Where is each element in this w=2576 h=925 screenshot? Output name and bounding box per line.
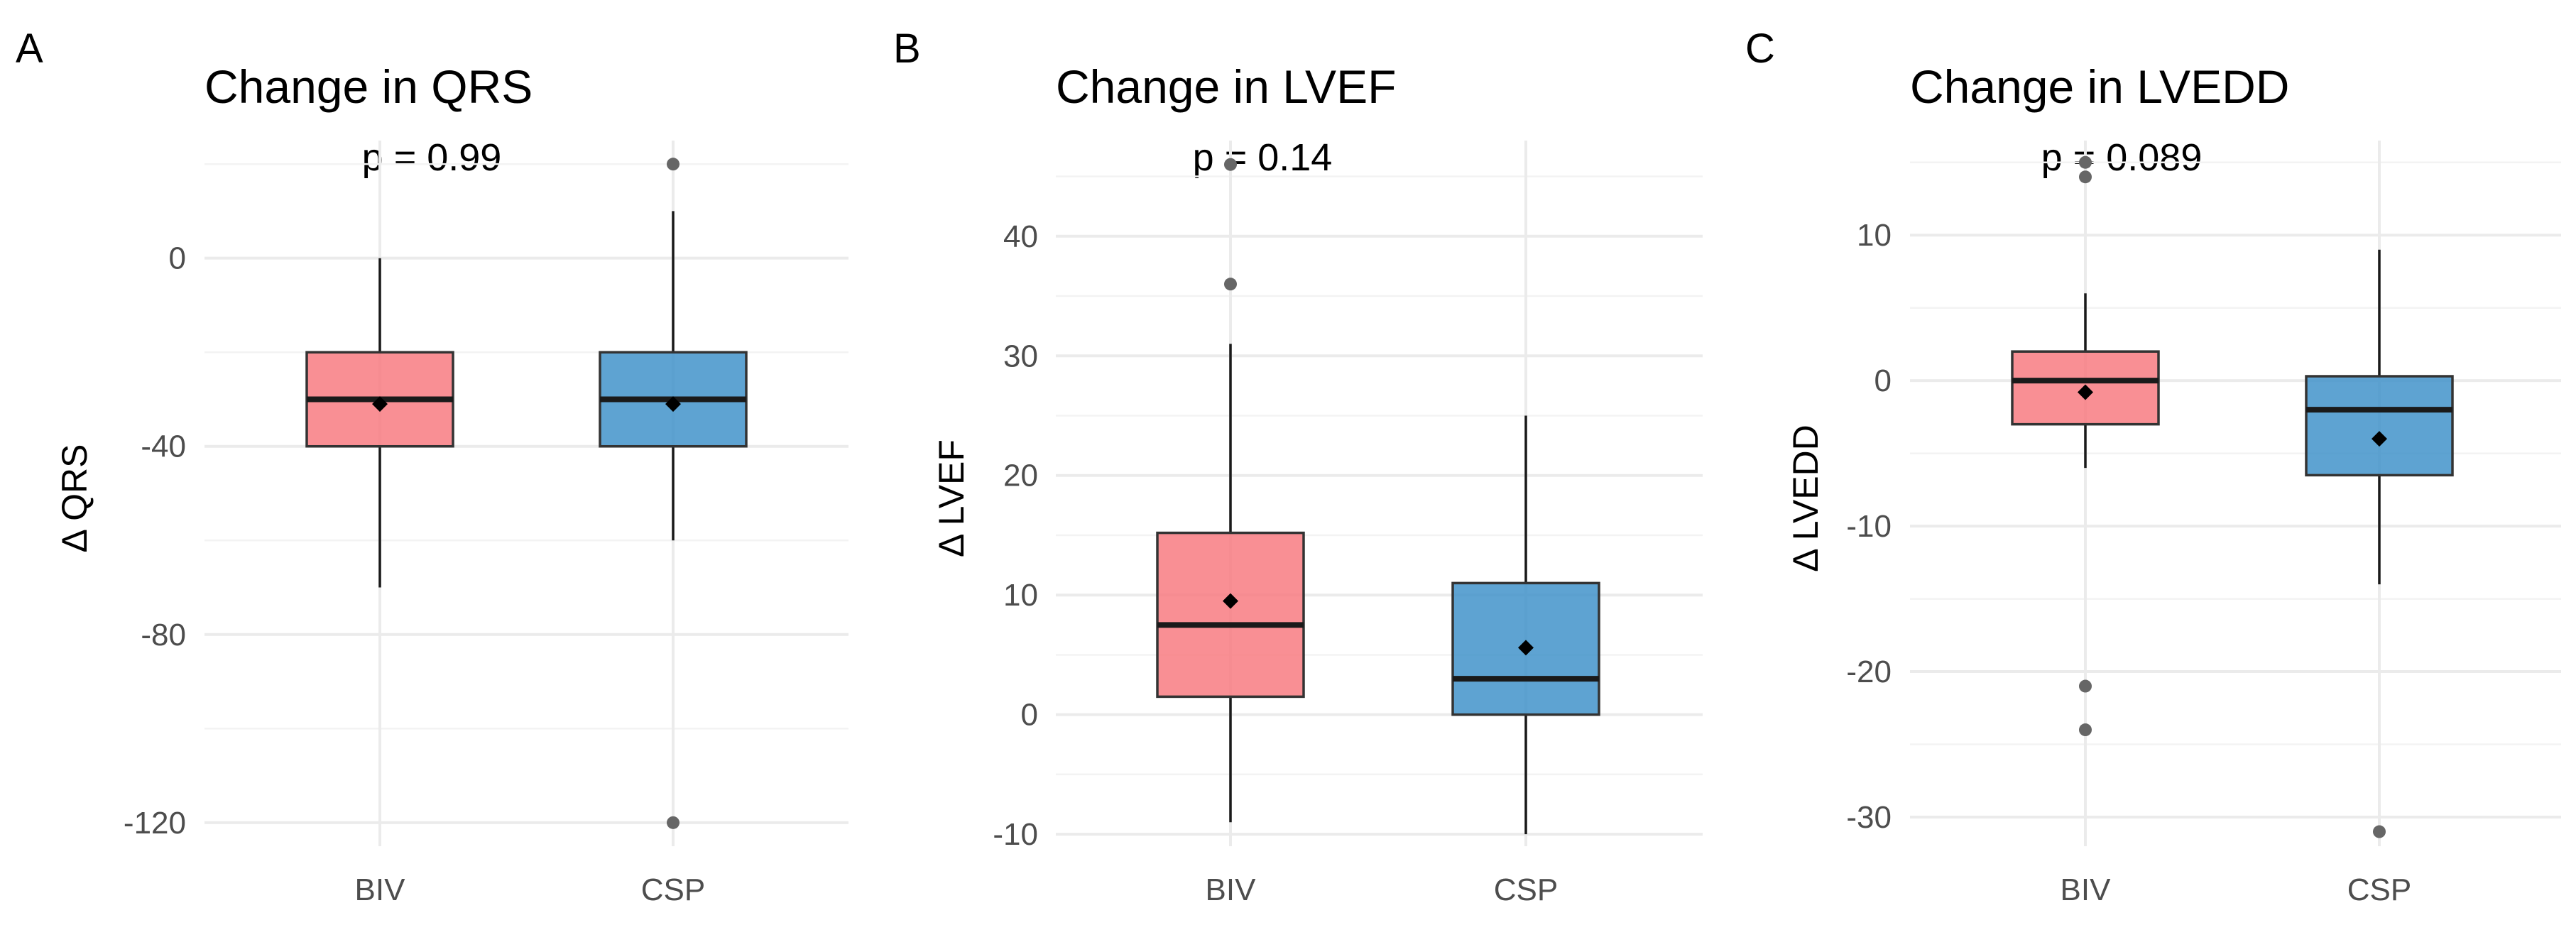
- biv-mean-marker: [372, 396, 388, 412]
- csp-mean-marker: [2372, 431, 2387, 447]
- csp-mean-marker: [665, 396, 681, 412]
- csp-outlier-point: [667, 158, 680, 171]
- csp-box: [2305, 375, 2454, 477]
- x-tick-label: CSP: [641, 872, 705, 907]
- x-tick-label: BIV: [355, 872, 406, 907]
- panel-c-plot-area: 10 0 -10 -20 -30 BIV CSP: [1846, 141, 2561, 907]
- panel-a-letter: A: [16, 26, 43, 72]
- y-tick-label: -40: [141, 429, 186, 464]
- panel-b: B Change in LVEF p = 0.14 Δ LVEF 40 30 20 1…: [893, 26, 1703, 907]
- y-tick-label: -10: [1846, 509, 1892, 544]
- y-tick-label: -10: [993, 817, 1038, 852]
- panel-a-y-axis-label: Δ QRS: [55, 444, 94, 553]
- panel-c-p-value: p = 0.089: [2041, 136, 2203, 179]
- panel-b-title: Change in LVEF: [1056, 60, 1396, 113]
- biv-outlier-point: [2079, 170, 2092, 184]
- y-tick-label: 10: [1857, 218, 1892, 253]
- panel-c: C Change in LVEDD p = 0.089 Δ LVEDD 10 0 -…: [1745, 26, 2561, 907]
- x-tick-label: BIV: [2061, 872, 2112, 907]
- y-tick-label: 40: [1003, 219, 1038, 254]
- y-tick-label: 0: [1021, 698, 1038, 733]
- panel-b-plot-area: 40 30 20 10 0 -10 BIV CSP: [993, 141, 1703, 907]
- x-tick-label: CSP: [1494, 872, 1558, 907]
- panel-a-plot-area: 0 -40 -80 -120 BIV CSP: [124, 141, 848, 907]
- y-tick-label: 0: [169, 241, 186, 276]
- csp-mean-marker: [1518, 640, 1534, 656]
- y-tick-label: -120: [124, 806, 186, 841]
- biv-mean-marker: [1223, 593, 1238, 609]
- panel-a-p-value: p = 0.99: [362, 136, 502, 179]
- csp-outlier-point: [667, 816, 680, 829]
- biv-mean-marker: [2078, 384, 2093, 400]
- y-tick-label: 0: [1874, 363, 1892, 398]
- panel-a: A Change in QRS p = 0.99 Δ QRS 0 -40 -80 -1…: [16, 26, 848, 907]
- x-tick-label: BIV: [1206, 872, 1257, 907]
- panel-b-p-value: p = 0.14: [1193, 136, 1333, 179]
- y-tick-label: 10: [1003, 578, 1038, 613]
- biv-box: [1156, 531, 1305, 699]
- y-tick-label: -20: [1846, 655, 1892, 689]
- biv-outlier-point: [1224, 158, 1237, 171]
- panel-c-letter: C: [1745, 26, 1775, 72]
- biv-outlier-point: [2079, 155, 2092, 169]
- panel-c-y-axis-label: Δ LVEDD: [1786, 425, 1825, 572]
- biv-outlier-point: [1224, 278, 1237, 291]
- y-tick-label: 20: [1003, 459, 1038, 493]
- y-tick-label: -80: [141, 618, 186, 652]
- y-tick-label: -30: [1846, 800, 1892, 835]
- panel-b-letter: B: [893, 26, 921, 72]
- biv-outlier-point: [2079, 679, 2092, 693]
- panel-a-title: Change in QRS: [204, 60, 533, 113]
- panel-b-y-axis-label: Δ LVEF: [932, 439, 971, 557]
- y-tick-label: 30: [1003, 339, 1038, 373]
- x-tick-label: CSP: [2347, 872, 2411, 907]
- panel-c-title: Change in LVEDD: [1910, 60, 2289, 113]
- biv-outlier-point: [2079, 723, 2092, 737]
- csp-outlier-point: [2373, 825, 2386, 838]
